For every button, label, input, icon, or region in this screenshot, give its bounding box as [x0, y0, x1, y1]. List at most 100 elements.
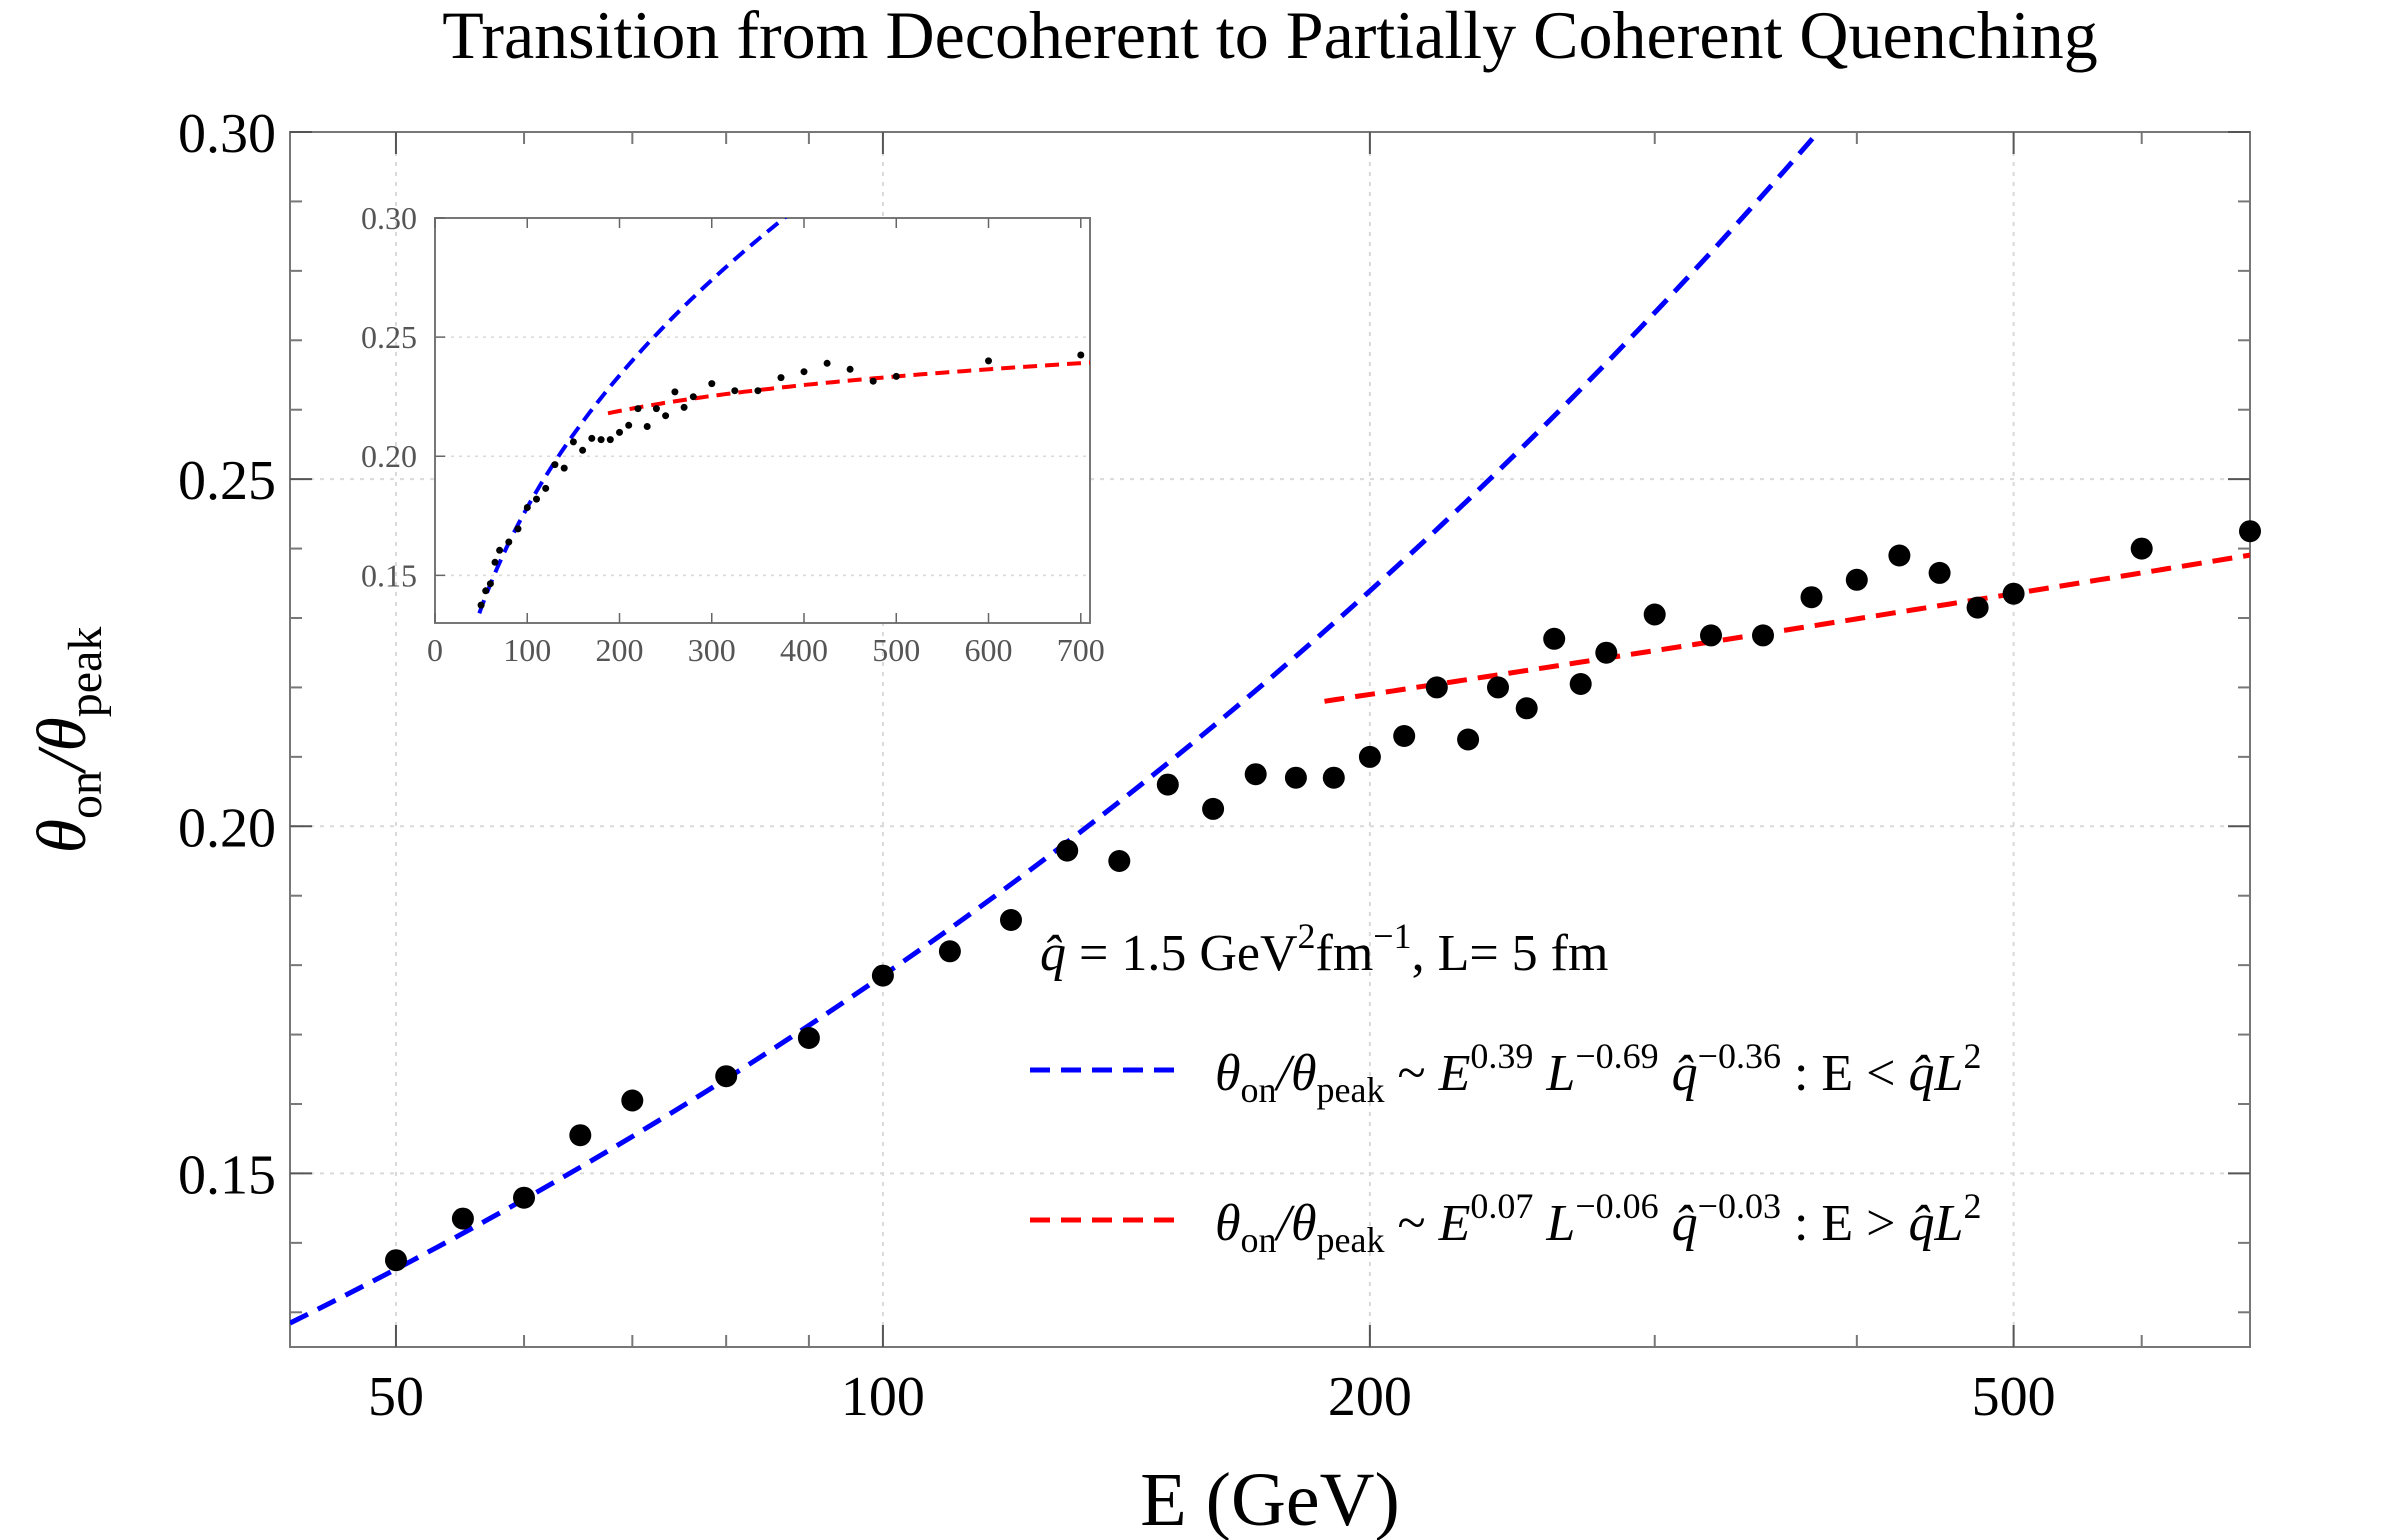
data-point	[1244, 763, 1267, 786]
inset-data-point	[560, 464, 568, 472]
inset-data-point	[588, 434, 596, 442]
data-point	[1000, 909, 1022, 931]
data-point	[1569, 673, 1592, 695]
data-point	[715, 1065, 738, 1088]
data-point	[1425, 676, 1448, 699]
data-point	[1284, 766, 1307, 789]
data-point	[1543, 627, 1566, 650]
inset-frame	[434, 217, 1091, 624]
data-point	[1800, 586, 1823, 609]
inset-data-point	[777, 374, 785, 382]
inset-fit-line-low-energy	[477, 218, 788, 614]
inset-x-tick-label: 200	[596, 632, 644, 668]
data-point	[1487, 676, 1509, 699]
inset-data-point	[496, 546, 504, 554]
data-point	[938, 940, 961, 963]
y-tick-label: 0.20	[178, 797, 276, 859]
inset-ticks: 0 100 200 300 400 500 600 700 0.15 0.20 0.25 0.30	[361, 200, 1105, 668]
inset-x-tick-label: 0	[427, 632, 443, 668]
y-label-sub-on: on	[59, 771, 112, 819]
inset-data-point	[606, 436, 614, 444]
svg-text:q̂ = 1.5 GeV2fm−1, L= 5 fm: q̂ = 1.5 GeV2fm−1, L= 5 fm	[1040, 916, 1608, 982]
data-point	[1515, 697, 1538, 720]
inset-data-point	[482, 587, 490, 595]
y-label-theta: θ	[24, 819, 101, 853]
data-point	[1156, 773, 1179, 796]
inset-data-point	[671, 388, 679, 396]
inset-data-point	[514, 525, 522, 533]
inset-x-tick-label: 100	[503, 632, 551, 668]
inset-data-point	[754, 387, 762, 395]
data-point	[1888, 544, 1911, 567]
data-point	[513, 1186, 535, 1209]
inset-data-point	[892, 372, 900, 380]
data-point	[1393, 725, 1416, 747]
y-label-sub-peak: peak	[59, 627, 112, 718]
inset-data-point	[634, 405, 642, 413]
inset-x-tick-label: 500	[872, 632, 920, 668]
inset-data-point	[823, 359, 831, 367]
legend-entry-blue: θon/θpeak ~ E0.39 L−0.69 q̂−0.36 : E < q…	[1030, 1036, 1981, 1110]
data-point	[1056, 839, 1079, 862]
inset-data-point	[491, 558, 499, 566]
data-point	[2239, 520, 2261, 543]
inset-data-point	[800, 368, 808, 376]
inset-data-point	[486, 580, 494, 588]
inset-data-point	[625, 421, 633, 429]
inset-plot: 0 100 200 300 400 500 600 700 0.15 0.20 0.25 0.30	[361, 200, 1105, 668]
data-point	[385, 1249, 407, 1272]
legend-entry-red: θon/θpeak ~ E0.07 L−0.06 q̂−0.03 : E > q…	[1030, 1186, 1981, 1260]
inset-data-point	[1077, 351, 1085, 359]
inset-data-point	[689, 393, 697, 401]
data-point	[621, 1089, 644, 1112]
inset-data-point	[569, 438, 577, 446]
inset-x-tick-label: 600	[965, 632, 1013, 668]
inset-data-point	[533, 495, 540, 503]
x-tick-label: 50	[368, 1366, 424, 1428]
x-tick-label: 100	[841, 1366, 925, 1428]
y-tick-label: 0.30	[178, 103, 276, 165]
data-point	[1700, 624, 1722, 647]
data-point	[871, 964, 894, 987]
x-axis-label: E (GeV)	[1140, 1458, 1400, 1540]
inset-x-tick-label: 400	[780, 632, 828, 668]
inset-data-point	[708, 380, 716, 388]
data-point	[569, 1124, 592, 1147]
inset-y-tick-label: 0.20	[361, 438, 417, 474]
inset-fit-line-high-energy	[607, 360, 1090, 416]
inset-data-point	[680, 403, 688, 411]
inset-data-point	[985, 357, 992, 365]
y-label-slash-theta: /θ	[24, 717, 101, 775]
inset-data-point	[505, 538, 513, 546]
inset-data-point	[731, 387, 739, 395]
data-point	[1643, 603, 1666, 626]
data-point	[1108, 850, 1131, 872]
data-point	[1845, 568, 1868, 591]
data-point	[1202, 797, 1225, 820]
inset-data-point	[846, 365, 854, 373]
chart-title: Transition from Decoherent to Partially …	[442, 0, 2098, 73]
y-axis-label: θon/θpeak	[24, 627, 112, 854]
inset-x-tick-label: 700	[1057, 632, 1105, 668]
inset-data-point	[477, 601, 485, 609]
data-point	[1457, 728, 1480, 751]
inset-y-tick-label: 0.30	[361, 200, 417, 236]
parameter-annotation: q̂ = 1.5 GeV2fm−1, L= 5 fm	[1040, 916, 1608, 982]
inset-data-point	[523, 504, 531, 511]
x-tick-label: 200	[1328, 1366, 1412, 1428]
data-point	[1322, 766, 1345, 789]
svg-text:θon/θpeak: θon/θpeak	[24, 627, 112, 854]
svg-text:θon/θpeak ~ E0.07 L−0.06 q̂−0.: θon/θpeak ~ E0.07 L−0.06 q̂−0.03 : E > q…	[1215, 1186, 1981, 1260]
svg-text:θon/θpeak ~ E0.39 L−0.69 q̂−0.: θon/θpeak ~ E0.39 L−0.69 q̂−0.36 : E < q…	[1215, 1036, 1981, 1110]
data-point	[1752, 624, 1774, 647]
inset-data-point	[869, 377, 877, 385]
data-point	[451, 1207, 474, 1230]
inset-grid	[435, 336, 1090, 577]
inset-data-point	[662, 412, 670, 420]
data-point	[797, 1027, 820, 1049]
data-points	[385, 520, 2261, 1272]
inset-fit-lines	[477, 218, 1090, 614]
fit-line-high-energy	[1324, 552, 2250, 704]
x-tick-label: 500	[1972, 1366, 2056, 1428]
data-point	[2130, 537, 2153, 560]
